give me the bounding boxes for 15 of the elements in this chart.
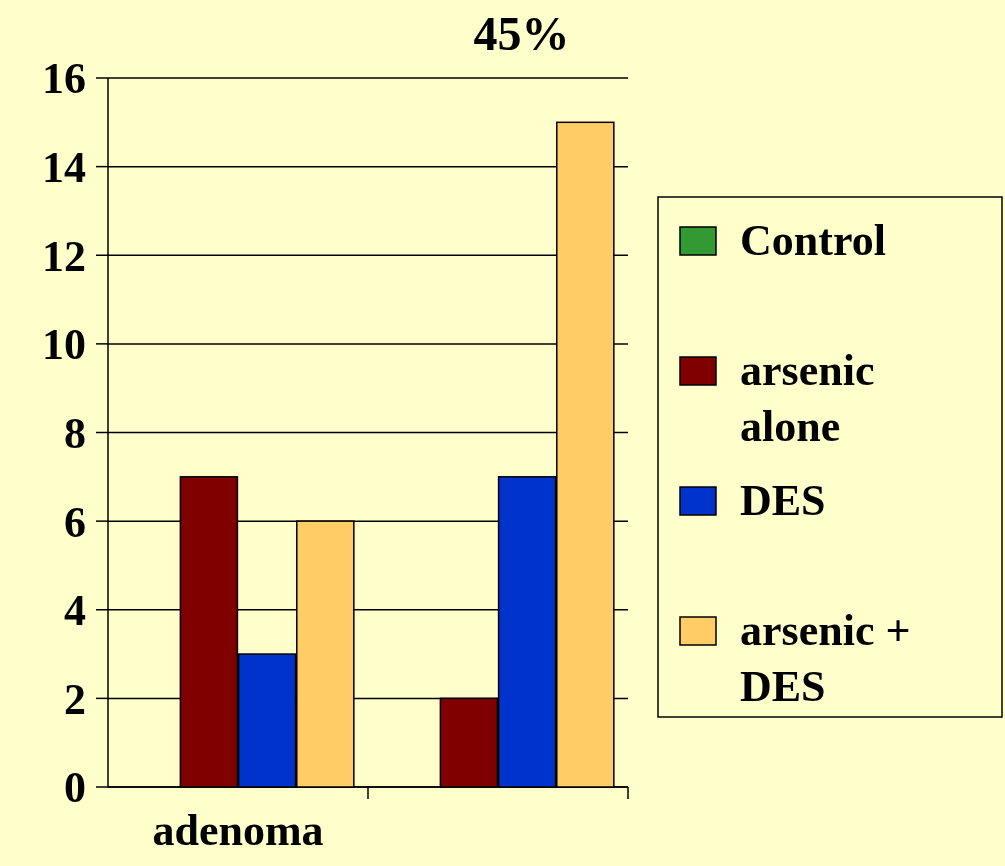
y-tick-label: 16 (42, 54, 86, 104)
x-tick-label: adenoma (152, 806, 324, 855)
legend-label: arsenic alone (740, 346, 875, 451)
y-tick-label: 12 (42, 231, 86, 281)
legend-label: Control (740, 216, 886, 265)
legend-label: arsenic + DES (740, 606, 911, 711)
y-tick-label: 0 (64, 763, 86, 813)
y-tick-label: 14 (42, 143, 86, 193)
y-tick-label: 4 (64, 586, 86, 636)
y-tick-label: 6 (64, 497, 86, 547)
legend-label: DES (740, 476, 826, 525)
y-tick-label: 8 (64, 408, 86, 458)
y-tick-label: 2 (64, 674, 86, 724)
y-tick-label: 10 (42, 320, 86, 370)
text: 45% (473, 7, 570, 60)
